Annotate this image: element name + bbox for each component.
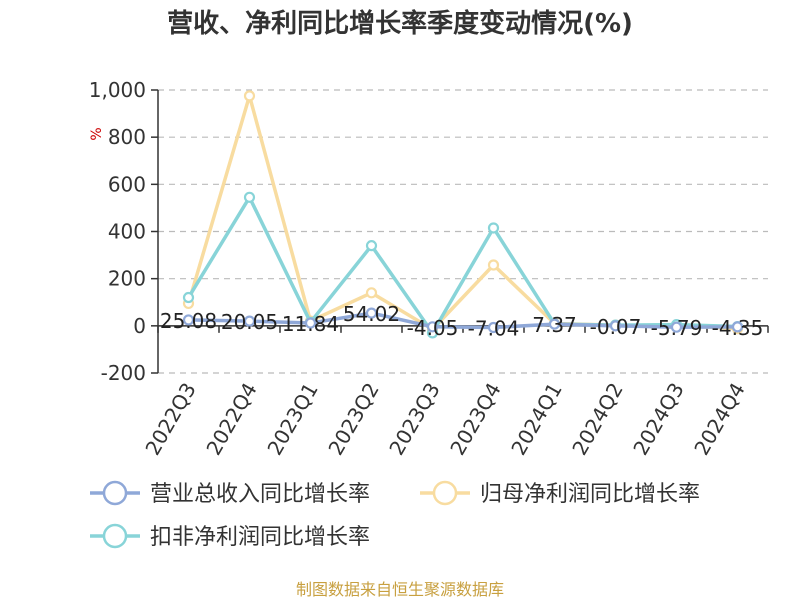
source-note: 制图数据来自恒生聚源数据库 [296,580,504,599]
legend-marker [102,523,128,549]
series-line [188,311,738,330]
data-point [243,191,256,203]
legend-marker [432,480,458,506]
data-label: -5.79 [651,316,703,340]
legend-item[interactable]: 营业总收入同比增长率 [90,480,370,507]
x-tick-label: 2024Q2 [567,379,627,460]
data-label: -0.07 [590,315,642,339]
x-tick-label: 2023Q3 [384,379,444,460]
legend-item[interactable]: 归母净利润同比增长率 [420,480,700,507]
y-tick-label: 0 [133,314,146,338]
legend-marker [102,480,128,506]
data-label: -7.04 [468,316,520,340]
data-label: -4.05 [407,316,459,340]
data-label: 7.37 [532,313,577,337]
grid [158,89,768,374]
data-point [487,321,500,334]
data-point [609,320,622,332]
y-axis-unit: % [89,127,105,140]
data-point [426,321,439,333]
x-tick-label: 2023Q2 [323,379,383,460]
x-tick-label: 2024Q3 [628,379,688,460]
data-point [365,240,378,252]
data-point [243,315,256,327]
y-axis-ticks: -200 0 200 400 600 800 1,000 [89,78,158,385]
data-point [304,317,317,329]
data-point [548,318,561,330]
legend-item[interactable]: 扣非净利润同比增长率 [90,523,370,550]
y-tick-label: -200 [101,361,146,385]
series-group [182,90,744,339]
y-tick-label: 1,000 [89,78,146,102]
legend-label: 扣非净利润同比增长率 [150,525,370,550]
data-label: 11.84 [282,312,339,336]
y-tick-label: 400 [108,220,146,244]
x-tick-label: 2023Q1 [262,379,322,460]
data-point [670,321,683,333]
legend-label: 归母净利润同比增长率 [480,482,700,507]
data-point [365,307,378,319]
chart-title: 营收、净利同比增长率季度变动情况(%) [167,8,633,39]
y-tick-label: 800 [108,125,146,149]
data-labels: 25.08 20.05 11.84 54.02-4.05 -7.04 7.37 -0.07-… [160,302,764,340]
data-point [487,259,500,271]
data-label: 20.05 [221,310,278,334]
x-tick-label: 2024Q4 [689,379,749,460]
data-label: 25.08 [160,309,217,333]
x-tick-label: 2022Q3 [140,379,200,460]
data-point [365,287,378,299]
x-tick-label: 2024Q1 [506,379,566,460]
data-label: -4.35 [712,316,764,340]
data-point [182,291,195,304]
data-label: 54.02 [343,302,400,326]
x-axis-ticks: 2022Q3 2022Q4 2023Q1 2023Q2 2023Q3 2023Q4 2024… [140,325,769,460]
legend-label: 营业总收入同比增长率 [150,482,370,507]
data-point [731,321,744,333]
y-tick-label: 200 [108,267,146,291]
data-point [487,222,500,234]
x-tick-label: 2022Q4 [201,379,261,460]
x-tick-label: 2023Q4 [445,379,505,460]
data-point [182,314,195,326]
y-tick-label: 600 [108,172,146,196]
data-point [243,90,256,102]
series-line [186,94,738,332]
